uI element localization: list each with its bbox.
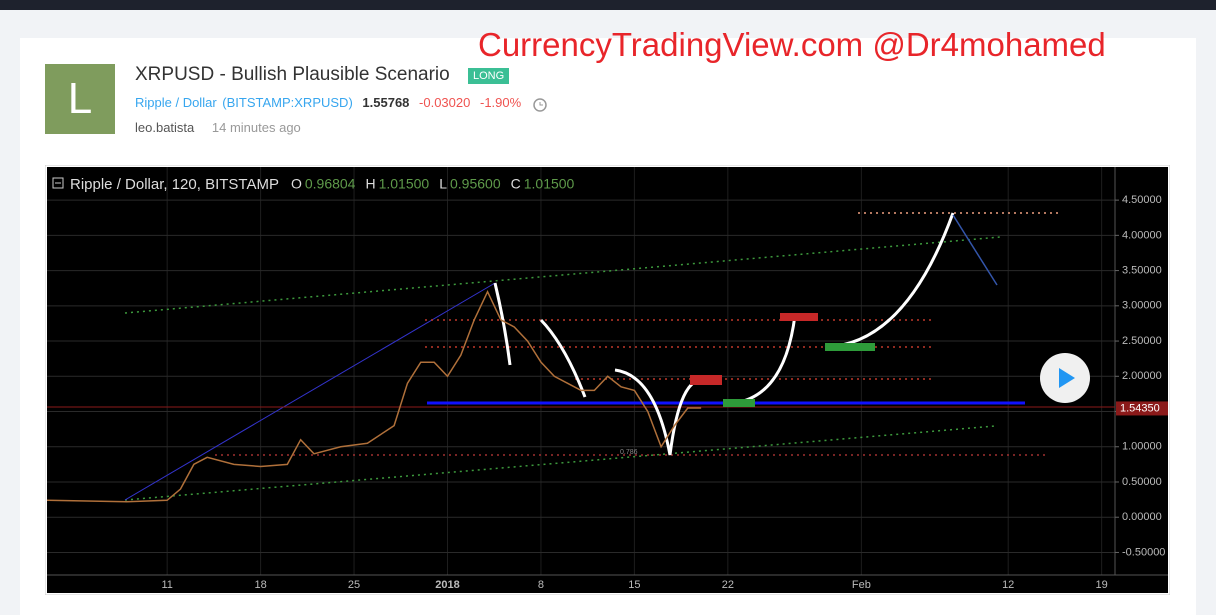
chart: 0.786 Ripple / Dollar, 120, BITSTAMP 4.5… bbox=[45, 165, 1170, 595]
x-tick-label: 22 bbox=[722, 579, 734, 591]
collapse-button[interactable] bbox=[52, 177, 64, 189]
x-tick-label: 25 bbox=[348, 579, 360, 591]
ohlc-key: H bbox=[365, 176, 375, 192]
ohlc-value: 1.01500 bbox=[524, 176, 575, 192]
symbol-line: Ripple / Dollar (BITSTAMP:XRPUSD) 1.5576… bbox=[135, 95, 549, 112]
author-line: leo.batista 14 minutes ago bbox=[135, 120, 301, 135]
y-tick-label: -0.50000 bbox=[1122, 546, 1165, 558]
price-change-percent: -1.90% bbox=[479, 95, 522, 110]
x-tick-label: Feb bbox=[852, 579, 871, 591]
y-tick-label: 2.00000 bbox=[1122, 370, 1162, 382]
idea-title: XRPUSD - Bullish Plausible Scenario bbox=[135, 64, 450, 85]
fib-annotation: 0.786 bbox=[620, 449, 638, 456]
long-badge: LONG bbox=[468, 68, 510, 84]
watermark: CurrencyTradingView.com @Dr4mohamed bbox=[478, 26, 1106, 63]
price-line bbox=[46, 289, 702, 503]
x-tick-label: 12 bbox=[1002, 579, 1014, 591]
x-tick-label: 8 bbox=[538, 579, 544, 591]
x-tick-label: 18 bbox=[254, 579, 266, 591]
author[interactable]: leo.batista bbox=[135, 120, 195, 135]
y-tick-label: 3.50000 bbox=[1122, 264, 1162, 276]
chart-title: Ripple / Dollar, 120, BITSTAMP bbox=[70, 176, 279, 193]
y-tick-label: 0.50000 bbox=[1122, 476, 1162, 488]
x-tick-label: 11 bbox=[161, 579, 172, 591]
ohlc-value: 0.96804 bbox=[305, 176, 356, 192]
y-tick-label: 4.00000 bbox=[1122, 229, 1162, 241]
last-price: 1.55768 bbox=[362, 95, 410, 110]
ohlc-key: O bbox=[291, 176, 302, 192]
y-tick-label: 0.00000 bbox=[1122, 511, 1162, 523]
alarm-icon[interactable] bbox=[531, 96, 549, 112]
top-bar bbox=[0, 0, 1216, 10]
y-tick-label: 4.50000 bbox=[1122, 194, 1162, 206]
x-tick-label: 19 bbox=[1096, 579, 1108, 591]
y-tick-label: 1.00000 bbox=[1122, 441, 1162, 453]
time-ago: 14 minutes ago bbox=[211, 120, 301, 135]
ohlc-key: L bbox=[439, 176, 447, 192]
current-price-tag bbox=[1116, 401, 1168, 416]
symbol-link[interactable]: Ripple / Dollar bbox=[135, 95, 217, 110]
x-tick-label: 15 bbox=[628, 579, 640, 591]
current-price-label: 1.54350 bbox=[1120, 402, 1160, 414]
ohlc-key: C bbox=[511, 176, 521, 192]
y-tick-label: 3.00000 bbox=[1122, 300, 1162, 312]
y-tick-label: 2.50000 bbox=[1122, 335, 1162, 347]
price-change: -0.03020 bbox=[419, 95, 471, 110]
avatar[interactable]: L bbox=[45, 64, 115, 134]
ohlc-value: 1.01500 bbox=[379, 176, 430, 192]
ohlc-value: 0.95600 bbox=[450, 176, 501, 192]
exchange-link[interactable]: (BITSTAMP:XRPUSD) bbox=[222, 95, 353, 110]
x-tick-label: 2018 bbox=[435, 579, 459, 591]
